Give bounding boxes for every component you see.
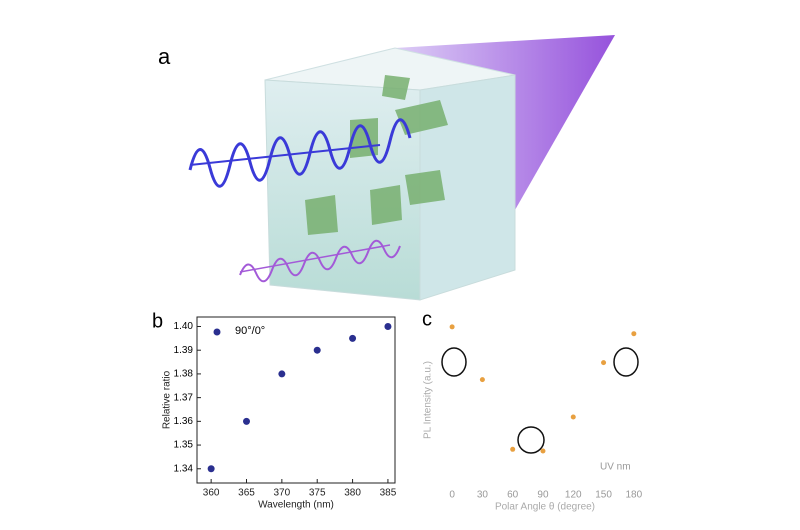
y-axis-label: Relative ratio	[162, 370, 173, 429]
x-tick-label: 30	[477, 490, 489, 501]
x-tick-label: 365	[238, 488, 255, 499]
point	[349, 334, 357, 342]
point	[313, 346, 321, 354]
y-tick-label: 1.39	[174, 345, 194, 356]
x-tick-label: 360	[203, 488, 220, 499]
x-axis-label: Polar Angle θ (degree)	[495, 502, 595, 513]
point	[631, 331, 637, 337]
point	[570, 414, 576, 420]
point	[243, 417, 250, 425]
y-tick-label: 1.35	[174, 440, 194, 451]
point	[601, 360, 607, 366]
point	[510, 446, 516, 452]
x-tick-label: 60	[507, 490, 519, 501]
point	[278, 370, 286, 378]
x-tick-label: 180	[626, 490, 643, 501]
x-tick-label: 370	[274, 488, 291, 499]
x-axis-label: Wavelength (nm)	[258, 500, 334, 511]
x-tick-label: 150	[595, 490, 612, 501]
x-tick-label: 375	[309, 488, 326, 499]
x-tick-label: 120	[565, 490, 582, 501]
panel-label: a	[158, 44, 171, 69]
annotation: UV nm	[600, 462, 631, 473]
illustration: a	[158, 35, 639, 454]
point	[540, 448, 546, 454]
point	[479, 377, 485, 383]
legend-label: 90°/0°	[235, 325, 265, 337]
y-tick-label: 1.40	[174, 321, 194, 332]
y-tick-label: 1.34	[174, 463, 194, 474]
x-tick-label: 380	[344, 488, 361, 499]
x-tick-label: 385	[380, 488, 397, 499]
legend-marker	[213, 328, 221, 336]
y-tick-label: 1.36	[174, 416, 194, 427]
x-tick-label: 90	[537, 490, 549, 501]
panel-label: c	[422, 308, 432, 330]
point	[384, 322, 392, 330]
point	[207, 465, 215, 473]
x-tick-label: 0	[449, 490, 455, 501]
y-tick-label: 1.37	[174, 392, 194, 403]
panel-label: b	[152, 310, 163, 332]
y-axis-label: PL Intensity (a.u.)	[423, 361, 434, 439]
point	[449, 324, 455, 330]
y-tick-label: 1.38	[174, 369, 194, 380]
plot-frame	[196, 316, 396, 484]
